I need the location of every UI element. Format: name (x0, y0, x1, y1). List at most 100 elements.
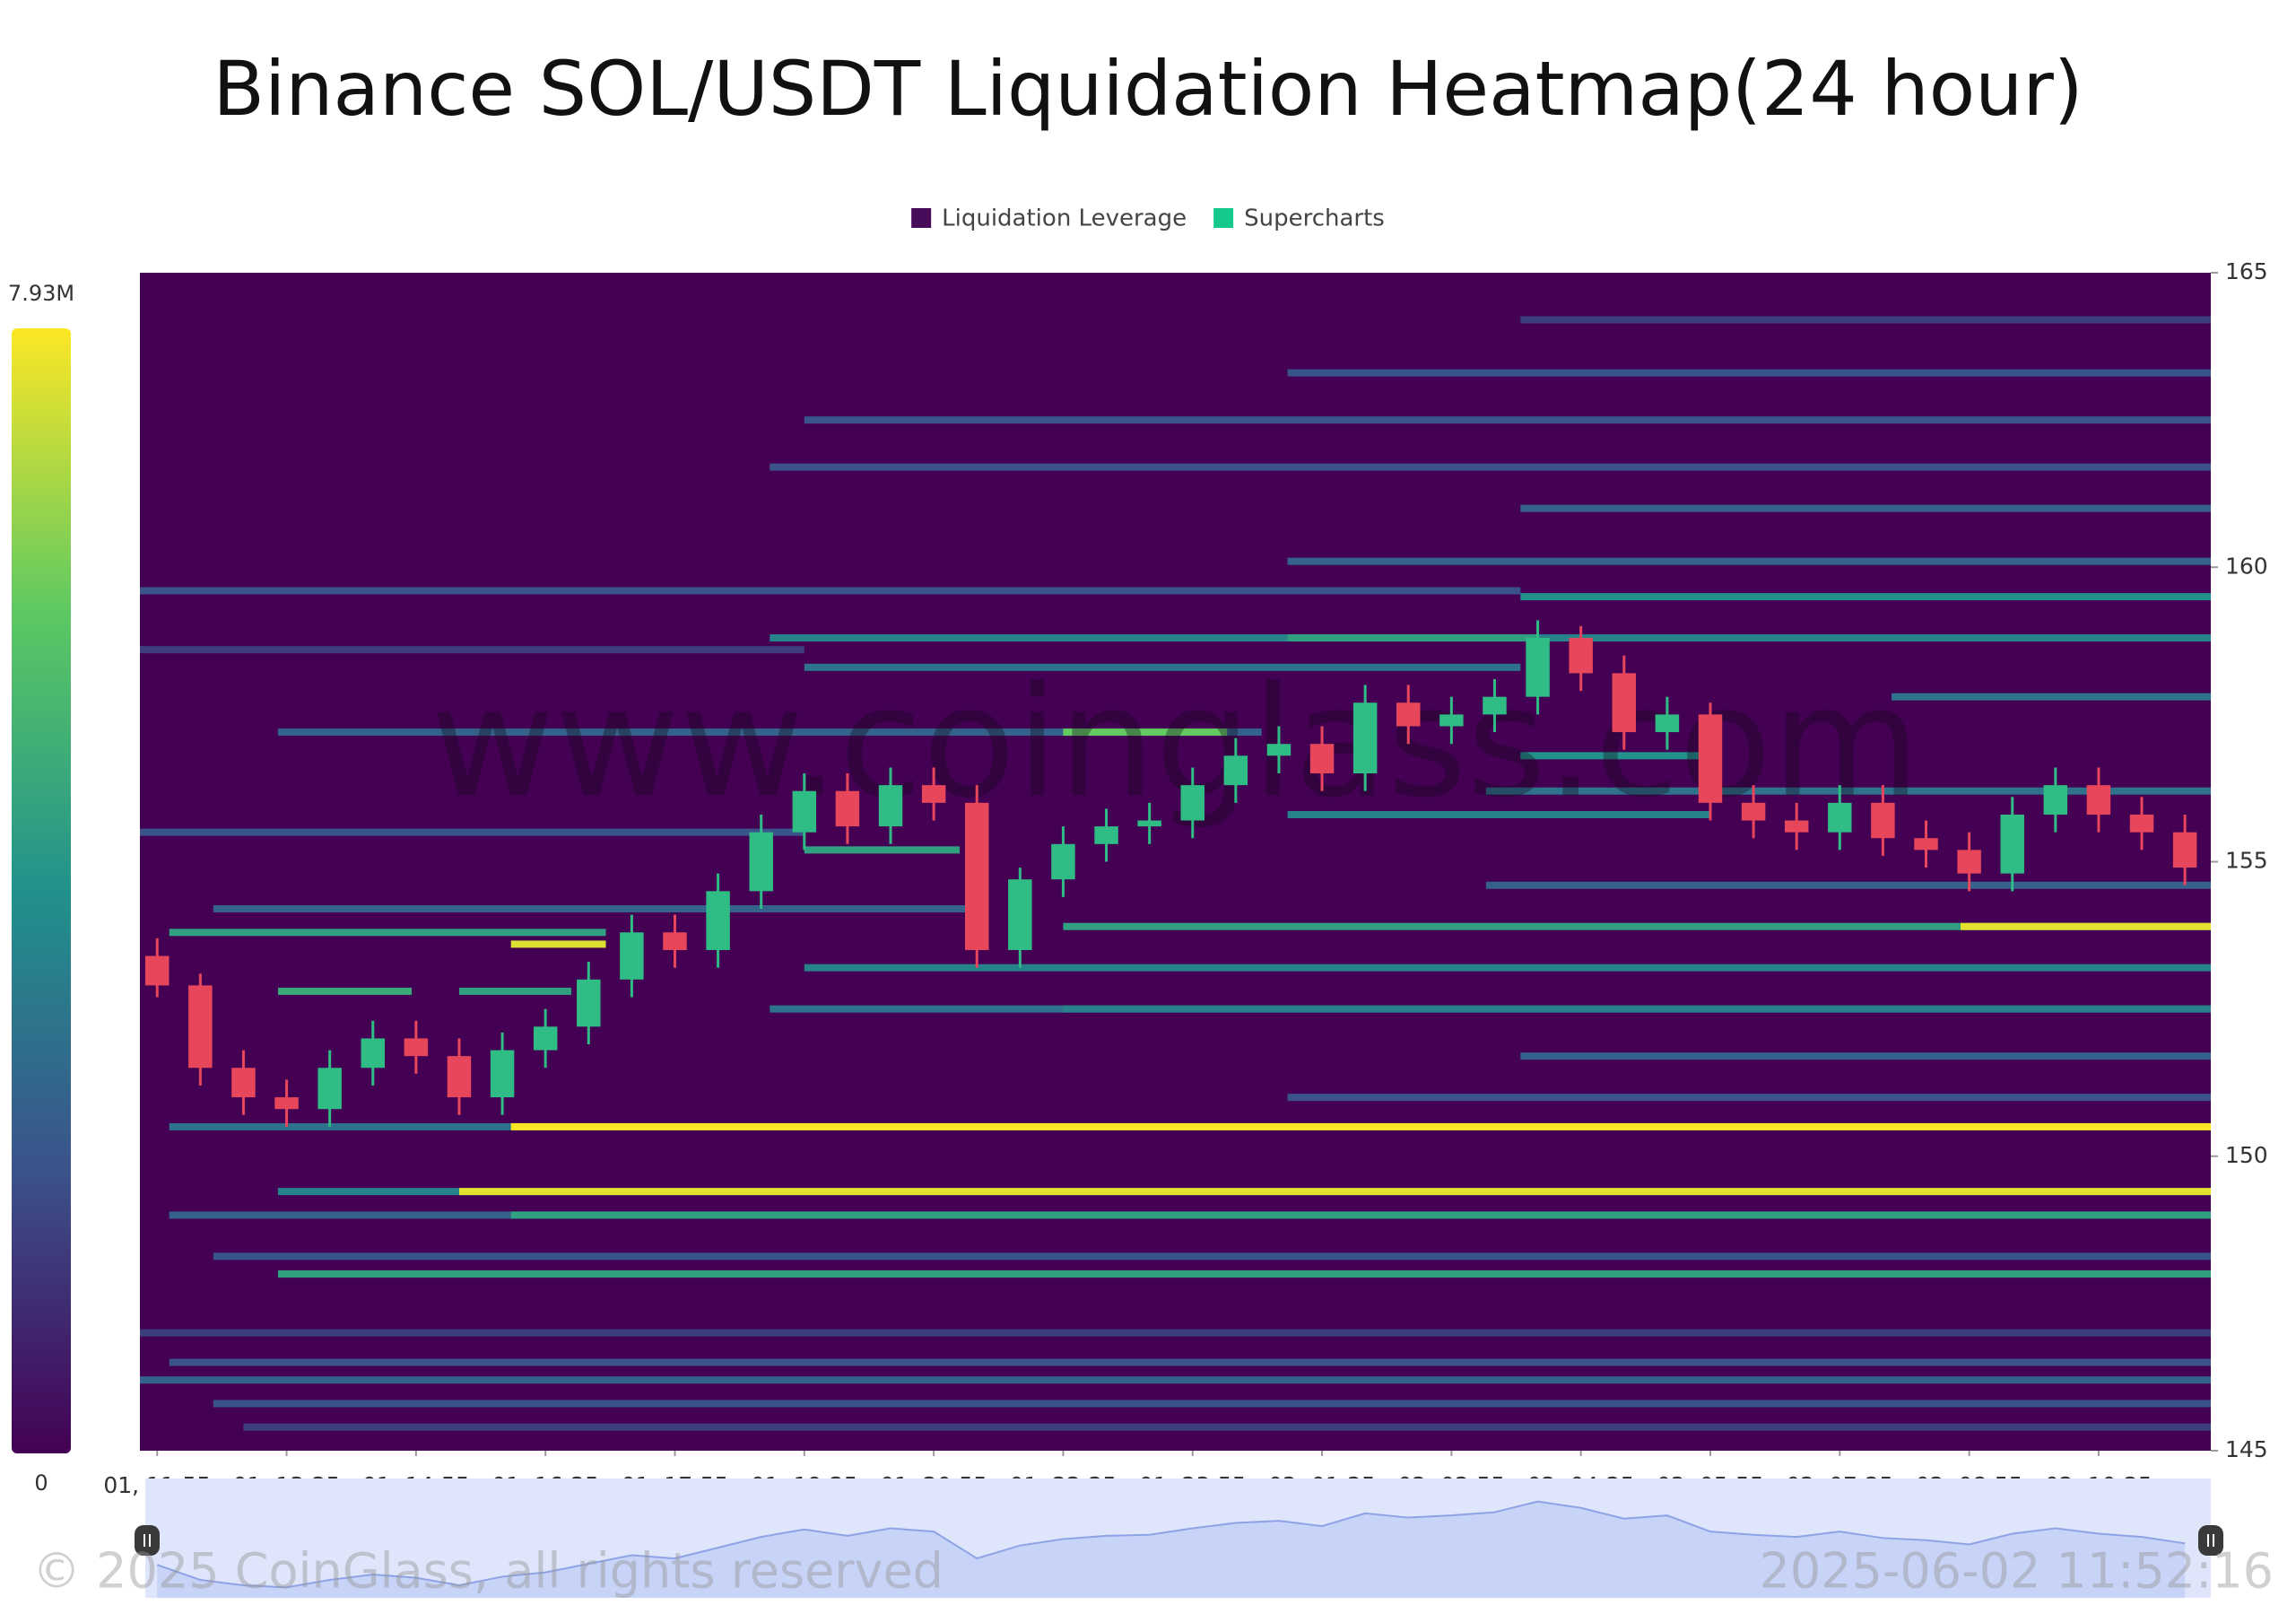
liquidation-band (458, 987, 572, 995)
liquidation-band (770, 463, 2211, 471)
liquidation-band (1063, 728, 1228, 737)
legend-label: Supercharts (1244, 205, 1385, 232)
liquidation-band (213, 905, 978, 913)
candle-body (1008, 879, 1032, 950)
candle-body (1569, 638, 1593, 674)
legend-item: Liquidation Leverage (911, 205, 1187, 232)
liquidation-band (1520, 593, 2211, 601)
liquidation-band (277, 987, 413, 995)
liquidation-band (458, 1188, 2211, 1196)
candle-body (231, 1068, 256, 1098)
liquidation-band (1287, 634, 1538, 642)
liquidation-band (1287, 369, 2211, 377)
candle-body (2043, 785, 2068, 815)
liquidation-band (1287, 557, 2211, 565)
liquidation-band (140, 1329, 2211, 1337)
candle-body (1180, 785, 1205, 821)
candle-body (835, 790, 860, 827)
candle-body (1396, 702, 1421, 727)
candle-body (620, 932, 644, 980)
liquidation-band (1287, 810, 1710, 818)
candle-body (749, 832, 773, 892)
candle-body (1483, 696, 1507, 715)
y-tick-label: 155 (2225, 848, 2268, 874)
colorbar (12, 328, 71, 1453)
candle-body (145, 955, 170, 986)
candle-body (1266, 744, 1292, 756)
liquidation-band (1485, 881, 2211, 889)
liquidation-band (213, 1400, 2211, 1408)
liquidation-band (804, 416, 2211, 424)
candle-body (706, 891, 730, 950)
liquidation-band (277, 728, 1262, 737)
candle-body (1914, 838, 1938, 850)
liquidation-band (140, 587, 1521, 595)
liquidation-band (1287, 1094, 2211, 1102)
liquidation-band (277, 1270, 2211, 1278)
liquidation-band (169, 929, 606, 937)
candle-body (361, 1038, 385, 1069)
candle-body (1957, 850, 1981, 874)
candle-body (1612, 673, 1637, 733)
liquidation-band (140, 646, 804, 654)
candle-body (2129, 814, 2154, 833)
liquidation-band (1485, 787, 2211, 795)
liquidation-band (1520, 752, 1710, 760)
candle-body (1784, 820, 1809, 833)
liquidation-band (510, 940, 606, 948)
candle-body (2172, 832, 2197, 868)
candle-body (2000, 814, 2024, 874)
navigator-handle[interactable] (2198, 1525, 2223, 1556)
candle-body (1352, 702, 1378, 774)
liquidation-band (169, 1358, 2211, 1366)
colorbar-label: 0 (34, 1470, 48, 1496)
liquidation-band (140, 1376, 2211, 1384)
liquidation-band (1063, 922, 2211, 930)
legend-item: Supercharts (1213, 205, 1385, 232)
liquidation-band (1063, 1005, 2211, 1013)
navigator-area (157, 1501, 2186, 1598)
liquidation-band (1960, 922, 2211, 930)
candle-body (404, 1038, 429, 1057)
liquidation-band (213, 1252, 2211, 1260)
liquidation-band (1520, 316, 2211, 324)
candle-body (533, 1026, 558, 1051)
navigator-handle[interactable] (135, 1525, 160, 1556)
liquidation-band (243, 1423, 2211, 1431)
candle-body (274, 1097, 299, 1110)
y-tick-label: 165 (2225, 258, 2268, 284)
candle-body (2086, 785, 2111, 815)
y-tick-label: 160 (2225, 553, 2268, 579)
candle-body (1223, 755, 1248, 786)
candle-body (1051, 843, 1075, 880)
candle-body (1871, 802, 1895, 839)
legend-swatch (1213, 208, 1234, 228)
candle-body (663, 932, 687, 950)
y-tick-label: 145 (2225, 1436, 2268, 1462)
candle-body (1309, 744, 1335, 774)
liquidation-band (804, 964, 2211, 972)
candle-body (1094, 826, 1118, 844)
liquidation-band (804, 846, 960, 854)
liquidation-band (1520, 1052, 2211, 1060)
plot-area: www.coinglass.com (140, 316, 2211, 1431)
candle-body (921, 785, 946, 803)
y-tick-label: 150 (2225, 1142, 2268, 1168)
candle-body (1698, 714, 1723, 803)
candle-body (490, 1050, 515, 1098)
copyright: © 2025 CoinGlass, all rights reserved (32, 1543, 944, 1600)
candle-body (878, 785, 903, 827)
liquidation-band (510, 1211, 2211, 1219)
candle-body (447, 1056, 472, 1098)
candle-body (1828, 802, 1852, 833)
liquidation-band (1520, 504, 2211, 512)
watermark: www.coinglass.com (430, 654, 1921, 832)
liquidation-band (510, 1122, 2211, 1130)
candle-body (577, 979, 601, 1027)
chart-title: Binance SOL/USDT Liquidation Heatmap(24 … (213, 45, 2083, 133)
legend-label: Liquidation Leverage (942, 205, 1187, 232)
candle-body (1526, 638, 1550, 697)
candle-body (188, 985, 213, 1069)
